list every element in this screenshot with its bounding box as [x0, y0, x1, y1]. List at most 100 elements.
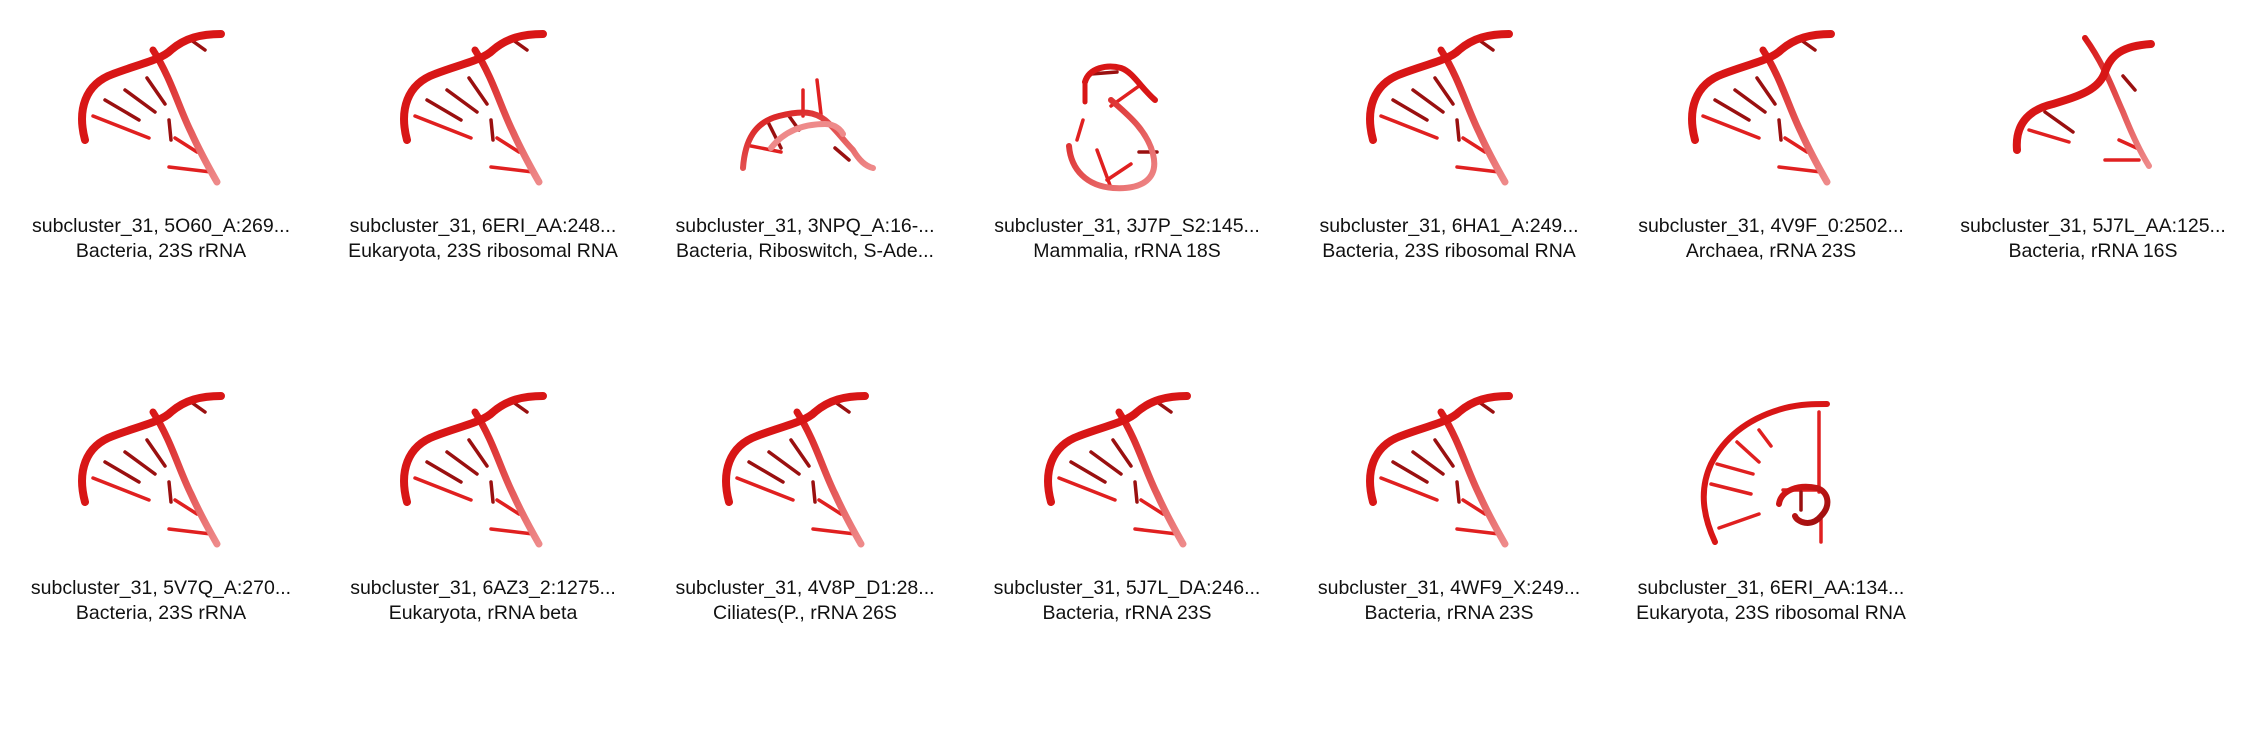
base-pair-stick	[425, 460, 463, 484]
base-pair-stick	[445, 450, 479, 476]
backbone-strand	[740, 109, 876, 171]
rna-structure-thumbnail	[740, 78, 876, 171]
base-pair-stick	[1455, 118, 1461, 142]
structure-tile[interactable]: subcluster_31, 6ERI_AA:248... Eukaryota,…	[322, 0, 644, 270]
structure-tile[interactable]: subcluster_31, 6HA1_A:249... Bacteria, 2…	[1288, 0, 1610, 270]
base-pair-stick	[145, 76, 167, 106]
structure-title: subcluster_31, 3NPQ_A:16-...	[675, 215, 935, 237]
base-pair-stick	[2027, 128, 2071, 144]
structure-subtitle: Bacteria, rRNA 23S	[1042, 602, 1212, 624]
base-pair-stick	[1455, 527, 1501, 536]
base-pair-stick	[167, 165, 213, 174]
structure-tile[interactable]: subcluster_31, 6AZ3_2:1275... Eukaryota,…	[322, 362, 644, 632]
backbone-strand	[768, 121, 846, 151]
rna-structure-thumbnail	[2012, 35, 2155, 169]
base-pair-stick	[749, 144, 783, 154]
base-pair-stick	[489, 480, 495, 504]
base-pair-stick	[789, 438, 811, 468]
base-pair-stick	[1777, 165, 1823, 174]
base-pair-stick	[103, 98, 141, 122]
rna-structure-thumbnail	[722, 392, 869, 548]
base-pair-stick	[1717, 512, 1761, 530]
structure-caption: subcluster_31, 4V9F_0:2502... Archaea, r…	[1610, 214, 1932, 264]
rna-structure-thumbnail	[1700, 401, 1831, 545]
rna-structure-thumbnail	[78, 30, 225, 186]
structure-tile[interactable]: subcluster_31, 5J7L_AA:125... Bacteria, …	[1932, 0, 2254, 270]
structure-title: subcluster_31, 5J7L_AA:125...	[1960, 215, 2226, 237]
base-pair-stick	[1379, 476, 1439, 502]
base-pair-stick	[413, 114, 473, 140]
structure-tile[interactable]: subcluster_31, 3J7P_S2:145... Mammalia, …	[966, 0, 1288, 270]
base-pair-stick	[817, 498, 843, 516]
structure-subtitle: Eukaryota, 23S ribosomal RNA	[1636, 602, 1906, 624]
structure-title: subcluster_31, 5J7L_DA:246...	[993, 577, 1261, 599]
backbone-strand	[1082, 63, 1158, 103]
backbone-strand	[2082, 35, 2152, 169]
backbone-strand	[793, 408, 865, 548]
backbone-strand	[1759, 46, 1831, 186]
structure-caption: subcluster_31, 3NPQ_A:16-... Bacteria, R…	[644, 214, 966, 264]
structure-subtitle: Mammalia, rRNA 18S	[1033, 240, 1221, 262]
structure-caption: subcluster_31, 5J7L_AA:125... Bacteria, …	[1932, 214, 2254, 264]
structure-caption: subcluster_31, 5J7L_DA:246... Bacteria, …	[966, 576, 1288, 626]
structure-tile[interactable]: subcluster_31, 6ERI_AA:134... Eukaryota,…	[1610, 362, 1932, 632]
structure-tile[interactable]: subcluster_31, 5V7Q_A:270... Bacteria, 2…	[0, 362, 322, 632]
backbone-strand	[400, 392, 547, 506]
structure-tile[interactable]: subcluster_31, 3NPQ_A:16-... Bacteria, R…	[644, 0, 966, 270]
structure-subtitle: Ciliates(P., rRNA 26S	[713, 602, 897, 624]
backbone-strand	[2012, 40, 2155, 154]
backbone-strand	[1066, 97, 1158, 192]
structure-tile[interactable]: subcluster_31, 4WF9_X:249... Bacteria, r…	[1288, 362, 1610, 632]
backbone-strand	[471, 408, 543, 548]
base-pair-stick	[811, 527, 857, 536]
base-pair-stick	[1069, 460, 1107, 484]
base-pair-stick	[1391, 98, 1429, 122]
structure-subtitle: Bacteria, rRNA 16S	[2008, 240, 2178, 262]
base-pair-stick	[815, 78, 823, 116]
base-pair-stick	[767, 450, 801, 476]
structure-caption: subcluster_31, 4V8P_D1:28... Ciliates(P.…	[644, 576, 966, 626]
base-pair-stick	[425, 98, 463, 122]
base-pair-stick	[91, 476, 151, 502]
base-pair-stick	[1735, 440, 1761, 464]
structure-tile[interactable]: subcluster_31, 4V8P_D1:28... Ciliates(P.…	[644, 362, 966, 632]
structure-tile[interactable]: subcluster_31, 5O60_A:269... Bacteria, 2…	[0, 0, 322, 270]
base-pair-stick	[173, 136, 199, 154]
base-pair-stick	[495, 136, 521, 154]
backbone-strand	[1366, 30, 1513, 144]
structure-tile[interactable]: subcluster_31, 5J7L_DA:246... Bacteria, …	[966, 362, 1288, 632]
base-pair-stick	[145, 438, 167, 468]
base-pair-stick	[489, 165, 535, 174]
base-pair-stick	[123, 450, 157, 476]
backbone-strand	[78, 30, 225, 144]
base-pair-stick	[467, 76, 489, 106]
backbone-strand	[1437, 408, 1509, 548]
structure-subtitle: Bacteria, 23S rRNA	[75, 240, 247, 262]
backbone-strand	[1776, 483, 1831, 526]
rna-structure-thumbnail	[1688, 30, 1835, 186]
base-pair-stick	[1433, 76, 1455, 106]
base-pair-stick	[747, 460, 785, 484]
structure-caption: subcluster_31, 6ERI_AA:248... Eukaryota,…	[322, 214, 644, 264]
base-pair-stick	[1411, 88, 1445, 114]
base-pair-stick	[1379, 114, 1439, 140]
base-pair-stick	[1105, 162, 1133, 182]
structure-tile[interactable]: subcluster_31, 4V9F_0:2502... Archaea, r…	[1610, 0, 1932, 270]
structure-title: subcluster_31, 5O60_A:269...	[31, 215, 290, 237]
base-pair-stick	[1139, 498, 1165, 516]
structure-subtitle: Bacteria, 23S ribosomal RNA	[1322, 240, 1576, 262]
structure-subtitle: Bacteria, rRNA 23S	[1364, 602, 1534, 624]
base-pair-stick	[1095, 148, 1113, 190]
rna-structure-thumbnail	[78, 392, 225, 548]
base-pair-stick	[1755, 76, 1777, 106]
base-pair-stick	[495, 498, 521, 516]
base-pair-stick	[1089, 450, 1123, 476]
structure-caption: subcluster_31, 3J7P_S2:145... Mammalia, …	[966, 214, 1288, 264]
structure-caption: subcluster_31, 6AZ3_2:1275... Eukaryota,…	[322, 576, 644, 626]
structure-title: subcluster_31, 4V9F_0:2502...	[1638, 215, 1904, 237]
base-pair-stick	[467, 438, 489, 468]
structure-subtitle: Bacteria, Riboswitch, S-Ade...	[676, 240, 934, 262]
base-pair-stick	[173, 498, 199, 516]
base-pair-stick	[1757, 428, 1773, 448]
backbone-strand	[149, 46, 221, 186]
